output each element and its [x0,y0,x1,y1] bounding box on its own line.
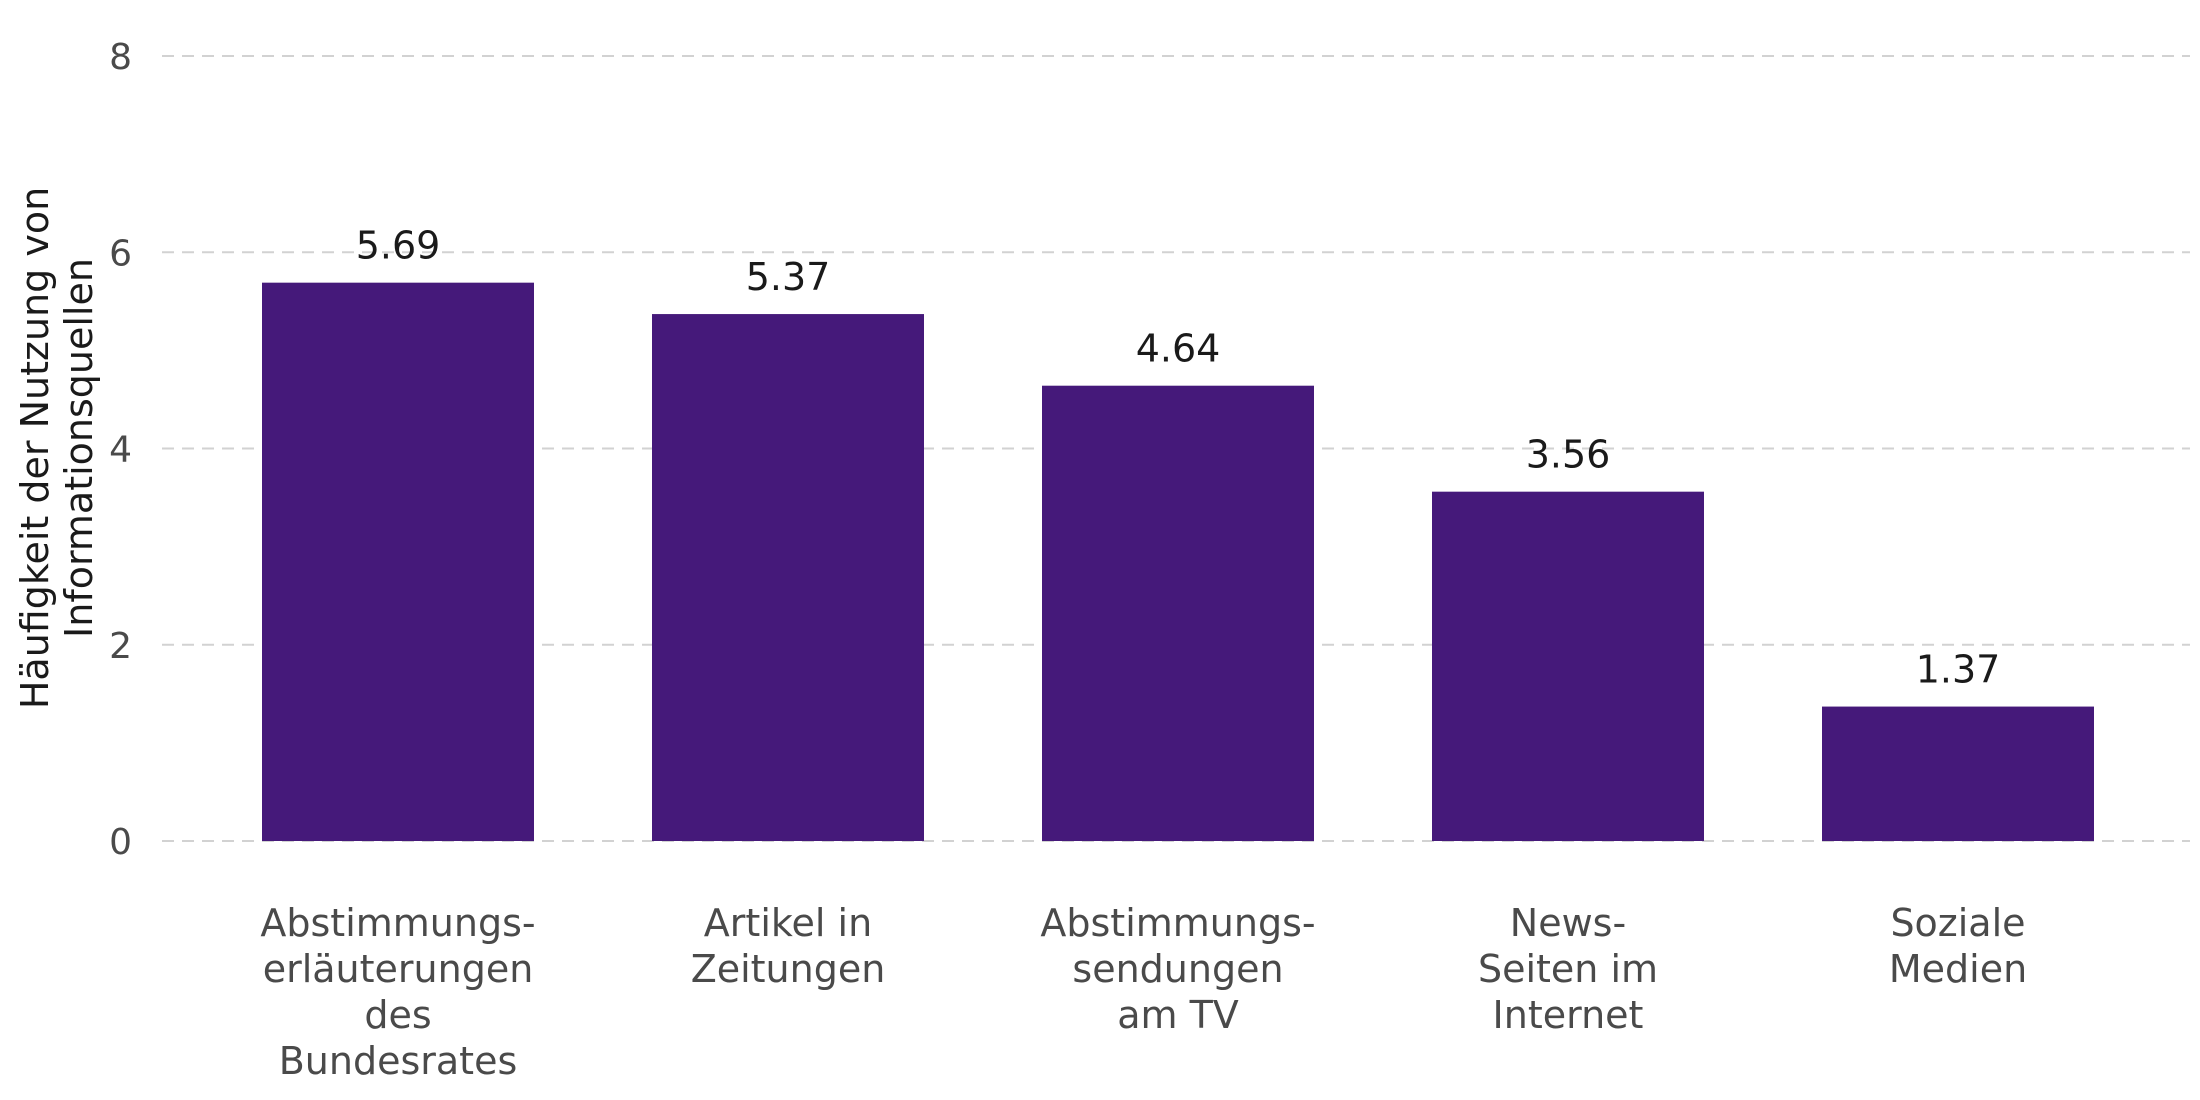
bar [1822,706,2094,841]
y-tick-label: 8 [109,37,132,78]
x-tick-label-line: Internet [1493,993,1644,1037]
x-tick-label: Soziale Medien [1889,901,2027,991]
x-tick-label: Abstimmungs-erläuterungen des Bundesrates [260,901,535,1083]
x-tick-label-line: des [364,993,431,1037]
bar [652,314,924,842]
bar [262,282,534,841]
x-tick-label: Abstimmungs-sendungen am TV [1040,901,1315,1037]
bar [1042,385,1314,841]
x-tick-label-line: Soziale [1890,901,2025,945]
y-tick-label: 4 [109,430,132,471]
bar-value-label: 5.37 [746,255,831,299]
y-axis-title: Häufigkeit der Nutzung vonInformationsqu… [13,187,101,709]
bar-value-label: 1.37 [1916,648,2001,692]
y-tick-label: 0 [109,822,132,863]
x-tick-label-line: Abstimmungs- [1040,901,1315,945]
x-tick-label: News-Seiten im Internet [1478,901,1658,1037]
y-axis-ticks: 0 2 4 6 8 [109,37,132,863]
bar-value-label: 5.69 [356,224,441,268]
x-tick-label-line: Abstimmungs- [260,901,535,945]
bar-value-label: 4.64 [1136,327,1221,371]
bar-value-label: 3.56 [1526,433,1611,477]
x-tick-label-line: Bundesrates [279,1039,518,1083]
y-axis-title-line: Häufigkeit der Nutzung von [13,187,57,709]
x-tick-label-line: Medien [1889,947,2027,991]
x-tick-label-line: Zeitungen [691,947,886,991]
y-tick-label: 6 [109,233,132,274]
y-axis-title-line: Informationsquellen [57,258,101,638]
y-tick-label: 2 [109,626,132,667]
x-tick-label-line: Artikel in [704,901,872,945]
bars [262,282,2094,842]
value-labels: 5.69 5.37 4.64 3.56 1.37 [356,224,2001,692]
x-tick-label-line: am TV [1117,993,1239,1037]
x-tick-label-line: sendungen [1072,947,1283,991]
bar [1432,491,1704,841]
x-axis-labels: Abstimmungs-erläuterungen des BundesratesA… [260,901,2027,1083]
x-tick-label: Artikel in Zeitungen [691,901,886,991]
x-tick-label-line: erläuterungen [263,947,534,991]
y-axis-title: Häufigkeit der Nutzung vonInformationsqu… [13,187,101,709]
x-tick-label-line: Seiten im [1478,947,1658,991]
x-tick-label-line: News- [1510,901,1626,945]
